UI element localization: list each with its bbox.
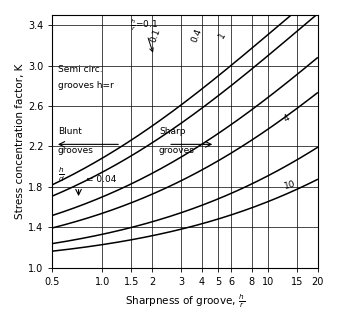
Text: = 0.04: = 0.04 xyxy=(86,175,117,184)
Text: 1: 1 xyxy=(217,31,227,40)
X-axis label: Sharpness of groove, $\frac{h}{r}$: Sharpness of groove, $\frac{h}{r}$ xyxy=(125,292,245,310)
Text: Blunt: Blunt xyxy=(58,127,82,136)
Y-axis label: Stress concentration factor, K: Stress concentration factor, K xyxy=(15,64,25,219)
Text: 4: 4 xyxy=(282,113,292,124)
Text: 0.1: 0.1 xyxy=(149,27,162,44)
Text: Semi circ.: Semi circ. xyxy=(58,65,102,74)
Text: 10: 10 xyxy=(283,179,296,191)
Text: $\frac{h}{d}$: $\frac{h}{d}$ xyxy=(58,165,64,184)
Text: $\frac{h}{r}$=0.1: $\frac{h}{r}$=0.1 xyxy=(129,17,158,52)
Text: grooves h=r: grooves h=r xyxy=(58,81,114,90)
Text: grooves: grooves xyxy=(58,146,94,155)
Text: Sharp: Sharp xyxy=(159,127,185,136)
Text: 0.4: 0.4 xyxy=(190,27,203,44)
Text: grooves: grooves xyxy=(159,146,195,155)
